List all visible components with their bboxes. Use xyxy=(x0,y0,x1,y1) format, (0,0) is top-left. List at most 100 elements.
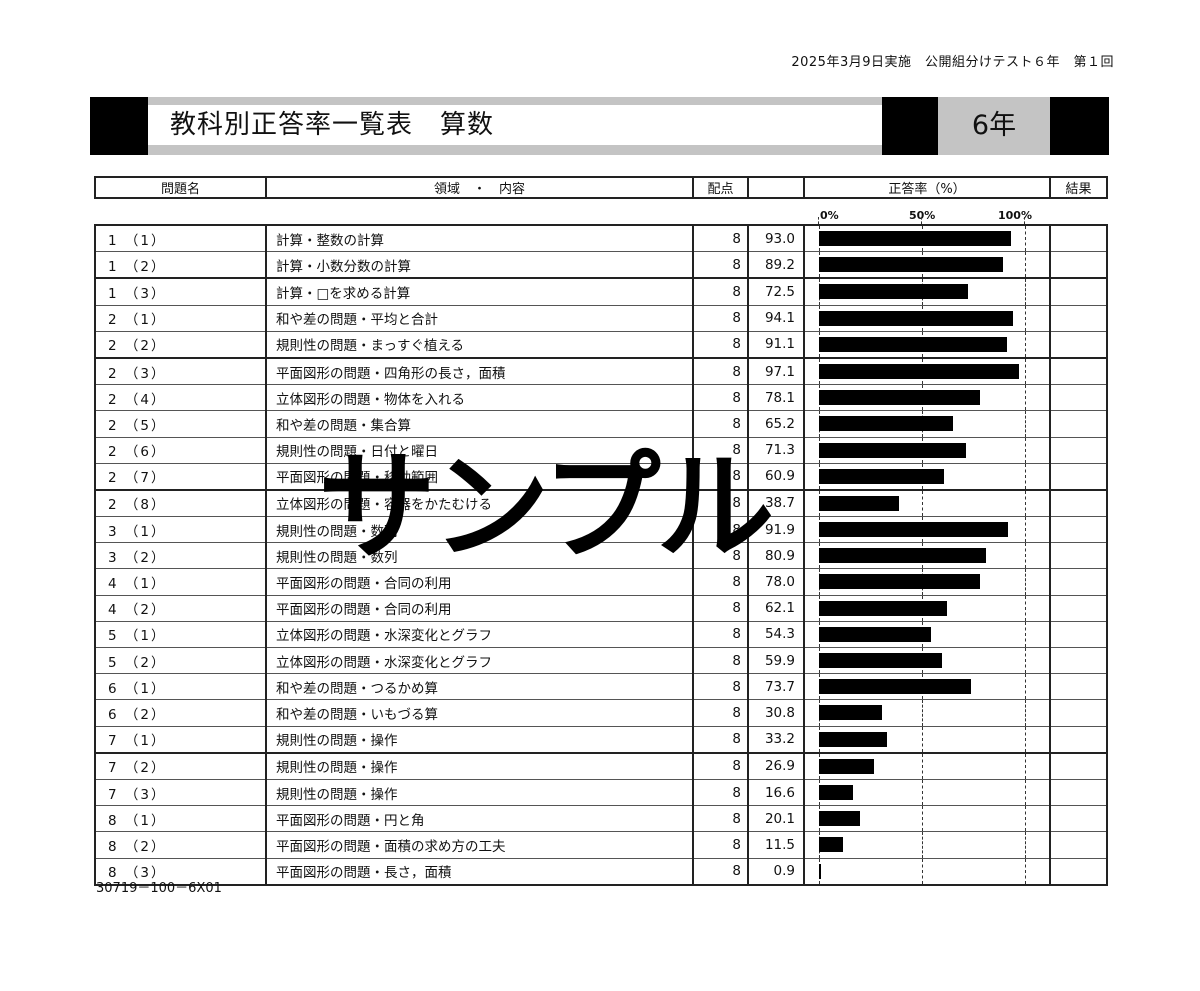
question-content: 立体図形の問題・物体を入れる xyxy=(265,384,694,412)
gridline xyxy=(1025,226,1026,251)
question-number: 4 （1） xyxy=(94,568,267,596)
question-points: 8 xyxy=(692,331,749,359)
question-number: 2 （7） xyxy=(94,463,267,491)
correct-rate-bar xyxy=(819,336,1007,352)
gridline xyxy=(1025,385,1026,410)
correct-rate-bar xyxy=(819,705,883,721)
result-cell xyxy=(1049,805,1108,833)
table-row: 2 （1） 和や差の問題・平均と合計 8 94.1 xyxy=(94,305,1108,332)
correct-rate-value: 91.1 xyxy=(747,331,805,359)
table-row: 2 （6） 規則性の問題・日付と曜日 8 71.3 xyxy=(94,437,1108,464)
correct-rate-bar xyxy=(819,758,875,774)
question-points: 8 xyxy=(692,384,749,412)
question-number: 6 （2） xyxy=(94,699,267,727)
question-number: 1 （3） xyxy=(94,278,267,306)
correct-rate-value: 94.1 xyxy=(747,305,805,332)
gridline xyxy=(1025,279,1026,305)
result-cell xyxy=(1049,251,1108,280)
gridline xyxy=(1025,700,1026,726)
gridline xyxy=(922,832,923,857)
grade-label: 6年 xyxy=(971,110,1017,141)
question-content: 規則性の問題・まっすぐ植える xyxy=(265,331,694,359)
gridline xyxy=(1025,674,1026,699)
table-row: 4 （2） 平面図形の問題・合同の利用 8 62.1 xyxy=(94,595,1108,622)
question-number: 2 （8） xyxy=(94,489,267,518)
question-number: 1 （2） xyxy=(94,251,267,280)
header-rate-value xyxy=(747,176,805,199)
correct-rate-bar xyxy=(819,679,971,695)
correct-rate-bar-cell xyxy=(803,831,1051,859)
question-number: 4 （2） xyxy=(94,595,267,622)
question-points: 8 xyxy=(692,516,749,544)
correct-rate-bar-cell xyxy=(803,384,1051,412)
correct-rate-value: 73.7 xyxy=(747,673,805,701)
table-row: 3 （2） 規則性の問題・数列 8 80.9 xyxy=(94,542,1108,570)
gridline xyxy=(1025,331,1026,356)
correct-rate-bar-cell xyxy=(803,621,1051,649)
gridline xyxy=(922,490,923,516)
table-row: 8 （3） 平面図形の問題・長さ，面積 8 0.9 xyxy=(94,858,1108,886)
question-points: 8 xyxy=(692,489,749,518)
correct-rate-bar-cell xyxy=(803,331,1051,359)
result-cell xyxy=(1049,779,1108,807)
table-row: 1 （2） 計算・小数分数の計算 8 89.2 xyxy=(94,251,1108,280)
table-row: 2 （2） 規則性の問題・まっすぐ植える 8 91.1 xyxy=(94,331,1108,359)
correct-rate-value: 65.2 xyxy=(747,410,805,438)
correct-rate-value: 97.1 xyxy=(747,357,805,386)
question-content: 規則性の問題・数列 xyxy=(265,542,694,570)
correct-rate-bar xyxy=(819,574,980,590)
question-points: 8 xyxy=(692,305,749,332)
question-content: 平面図形の問題・長さ，面積 xyxy=(265,858,694,886)
correct-rate-value: 62.1 xyxy=(747,595,805,622)
question-number: 6 （1） xyxy=(94,673,267,701)
gridline xyxy=(1025,726,1026,751)
question-number: 7 （2） xyxy=(94,752,267,780)
banner-right-block xyxy=(1050,97,1109,155)
question-number: 1 （1） xyxy=(94,225,267,253)
question-number: 8 （1） xyxy=(94,805,267,833)
title-banner: 教科別正答率一覧表 算数 6年 xyxy=(90,97,1109,155)
question-points: 8 xyxy=(692,278,749,306)
question-points: 8 xyxy=(692,437,749,464)
question-points: 8 xyxy=(692,673,749,701)
question-number: 3 （1） xyxy=(94,516,267,544)
question-content: 立体図形の問題・水深変化とグラフ xyxy=(265,621,694,649)
correct-rate-bar-cell xyxy=(803,278,1051,306)
banner-title-area xyxy=(148,105,882,145)
rate-scale: 0% 50% 100% xyxy=(804,198,1050,226)
table-row: 7 （2） 規則性の問題・操作 8 26.9 xyxy=(94,752,1108,780)
table-row: 6 （1） 和や差の問題・つるかめ算 8 73.7 xyxy=(94,673,1108,701)
question-number: 2 （6） xyxy=(94,437,267,464)
question-content: 規則性の問題・操作 xyxy=(265,726,694,754)
correct-rate-value: 72.5 xyxy=(747,278,805,306)
gridline xyxy=(922,858,923,883)
gridline xyxy=(1025,858,1026,883)
question-content: 規則性の問題・操作 xyxy=(265,752,694,780)
gridline xyxy=(1025,569,1026,595)
gridline xyxy=(1025,358,1026,384)
question-content: 平面図形の問題・面積の求め方の工夫 xyxy=(265,831,694,859)
gridline xyxy=(1025,517,1026,542)
question-content: 和や差の問題・平均と合計 xyxy=(265,305,694,332)
gridline xyxy=(1025,753,1026,779)
gridline xyxy=(1025,463,1026,488)
table-row: 7 （3） 規則性の問題・操作 8 16.6 xyxy=(94,779,1108,807)
scale-label-50: 50% xyxy=(909,209,936,222)
gridline xyxy=(922,806,923,831)
correct-rate-bar-cell xyxy=(803,699,1051,727)
correct-rate-bar xyxy=(819,837,843,853)
header-content: 領域 ・ 内容 xyxy=(265,176,694,199)
result-cell xyxy=(1049,516,1108,544)
table-row: 2 （8） 立体図形の問題・容器をかたむける 8 38.7 xyxy=(94,489,1108,518)
correct-rate-value: 78.0 xyxy=(747,568,805,596)
banner-mid-block xyxy=(882,97,938,155)
correct-rate-bar-cell xyxy=(803,726,1051,754)
correct-rate-value: 30.8 xyxy=(747,699,805,727)
banner-left-block xyxy=(90,97,148,155)
question-content: 規則性の問題・数列 xyxy=(265,516,694,544)
table-row: 2 （4） 立体図形の問題・物体を入れる 8 78.1 xyxy=(94,384,1108,412)
scale-row: 0% 50% 100% xyxy=(95,198,1107,226)
correct-rate-value: 60.9 xyxy=(747,463,805,491)
gridline xyxy=(922,753,923,779)
question-points: 8 xyxy=(692,647,749,675)
